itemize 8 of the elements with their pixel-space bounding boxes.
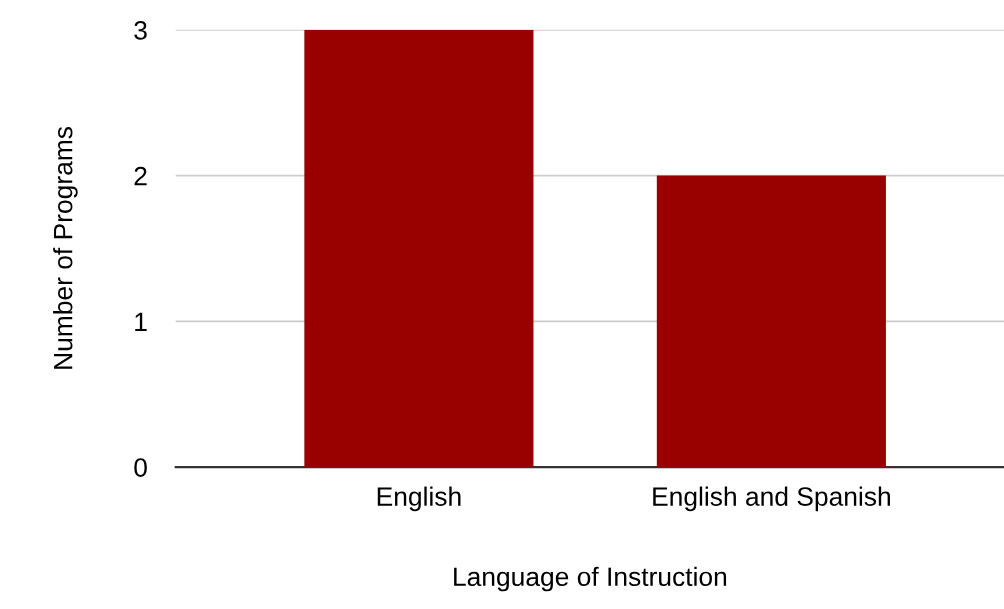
y-tick-label: 3 [134,20,147,40]
x-tick-label: English and Spanish [653,486,890,512]
x-axis-title: Language of Instruction [454,566,727,592]
y-tick-label: 2 [134,166,147,186]
x-tick-label: English [377,486,461,512]
y-axis-title: Number of Programs [53,126,78,369]
y-tick-label: 0 [134,458,147,477]
y-tick-label: 1 [135,312,147,331]
